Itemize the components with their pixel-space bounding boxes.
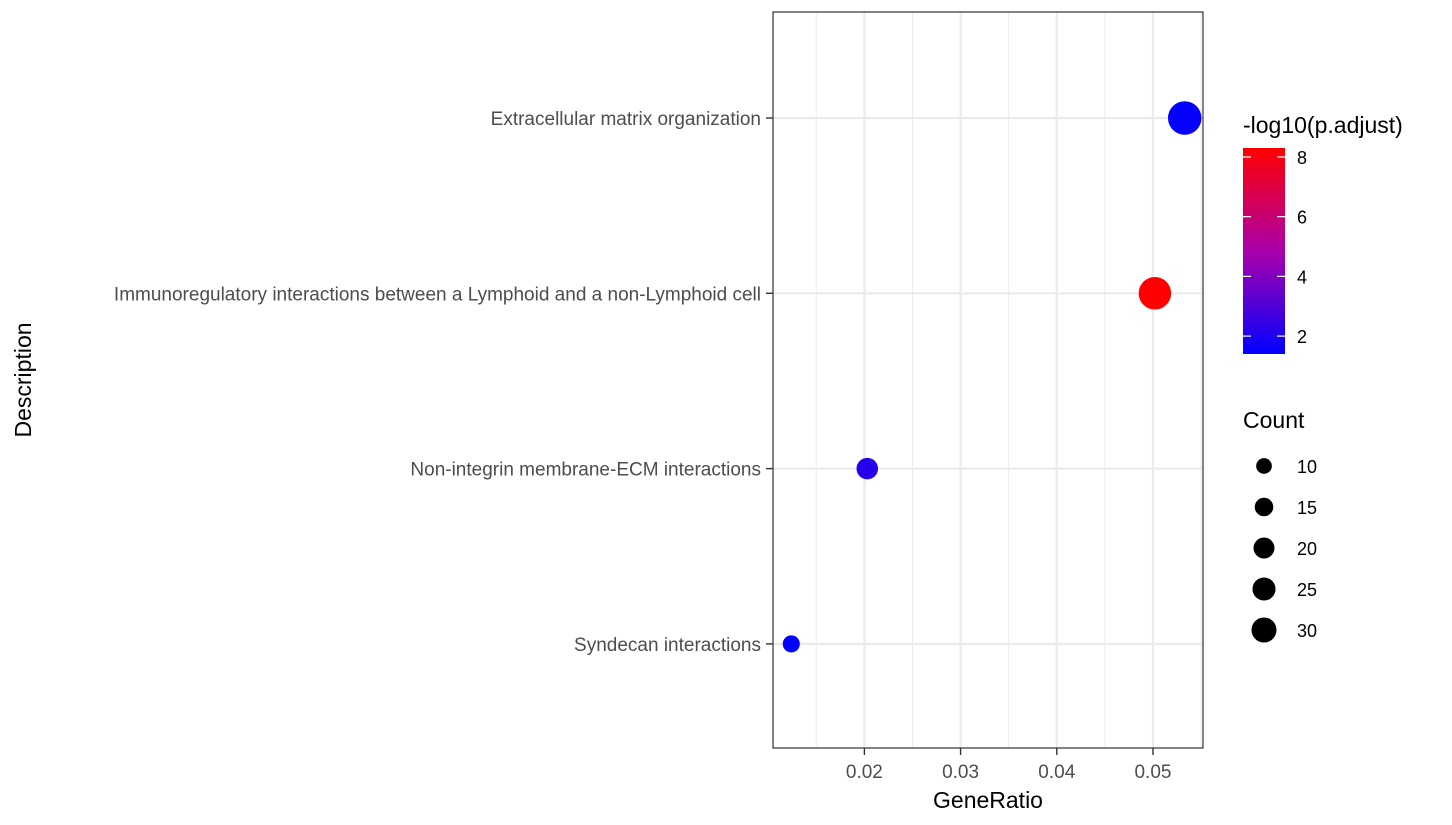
x-tick-label: 0.04	[1038, 762, 1075, 783]
color-legend-title: -log10(p.adjust)	[1243, 112, 1403, 138]
x-tick-label: 0.05	[1134, 762, 1171, 783]
size-legend-label: 10	[1297, 457, 1317, 477]
size-legend-label: 20	[1297, 539, 1317, 559]
major-gridlines	[773, 12, 1203, 748]
size-legend-key	[1251, 617, 1277, 643]
colorbar-tick-label: 8	[1297, 148, 1307, 168]
y-tick-label: Extracellular matrix organization	[491, 109, 761, 130]
data-point	[856, 457, 879, 480]
size-legend-label: 25	[1297, 580, 1317, 600]
plot-panel	[772, 11, 1204, 749]
minor-gridlines	[815, 12, 1202, 748]
data-point	[782, 635, 800, 653]
size-legend-key	[1252, 577, 1276, 601]
size-legend: Count 10 15 20 25 30	[1243, 407, 1317, 643]
y-tick-label: Immunoregulatory interactions between a …	[114, 284, 761, 305]
size-legend-label: 30	[1297, 621, 1317, 641]
data-point	[1138, 277, 1172, 310]
x-axis: 0.02 0.03 0.04 0.05	[846, 748, 1171, 783]
colorbar	[1243, 148, 1285, 354]
data-point	[1167, 101, 1202, 135]
panel-border	[772, 11, 1204, 749]
size-legend-key	[1256, 458, 1272, 474]
colorbar-tick-label: 4	[1297, 267, 1307, 287]
y-tick-label: Non-integrin membrane-ECM interactions	[410, 460, 761, 481]
colorbar-tick-label: 6	[1297, 208, 1307, 228]
size-legend-key	[1254, 497, 1274, 517]
y-axis-title: Description	[10, 322, 36, 437]
size-legend-label: 15	[1297, 498, 1317, 518]
y-axis: Extracellular matrix organization Immunor…	[114, 109, 773, 656]
x-axis-title: GeneRatio	[933, 787, 1043, 813]
data-points	[782, 101, 1202, 653]
x-tick-label: 0.02	[846, 762, 883, 783]
size-legend-title: Count	[1243, 407, 1305, 433]
color-legend: -log10(p.adjust) 2 4 6 8	[1243, 112, 1403, 354]
size-legend-keys: 10 15 20 25 30	[1251, 457, 1317, 643]
y-tick-label: Syndecan interactions	[574, 635, 761, 656]
colorbar-ticks: 2 4 6 8	[1243, 148, 1307, 347]
panel-background	[773, 12, 1203, 748]
colorbar-tick-label: 2	[1297, 327, 1307, 347]
x-tick-label: 0.03	[942, 762, 979, 783]
size-legend-key	[1253, 537, 1275, 559]
